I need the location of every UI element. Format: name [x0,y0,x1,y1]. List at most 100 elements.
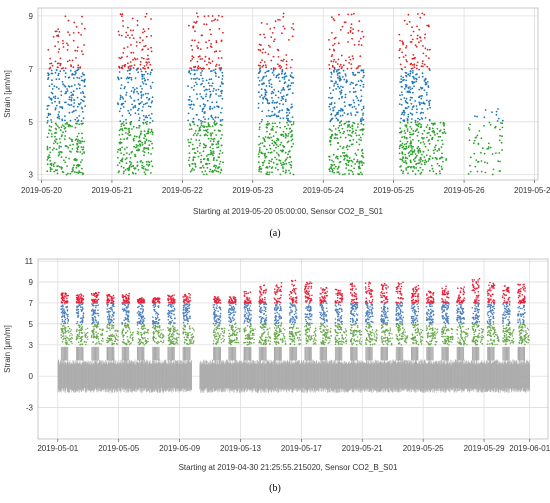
data-point [403,114,405,116]
data-point [57,114,59,116]
data-point [267,100,269,102]
data-point [361,123,363,125]
data-point [212,132,214,134]
data-point [502,120,504,122]
data-point [405,47,407,49]
data-point [414,57,416,59]
data-point [49,68,51,70]
data-point [277,164,279,166]
data-point [135,167,137,169]
data-point [399,40,401,42]
data-point [412,39,414,41]
data-point [220,120,222,122]
data-point [136,144,138,146]
data-point [405,80,407,82]
data-point [196,12,198,14]
data-point [189,157,191,159]
data-point [150,85,152,87]
data-point [192,148,194,150]
data-point [150,47,152,49]
data-point [57,66,59,68]
data-point [288,89,290,91]
data-point [293,29,295,31]
data-point [73,22,75,24]
data-point [272,166,274,168]
data-point [470,157,472,159]
data-point [130,109,132,111]
data-point [290,167,292,169]
data-point [415,120,417,122]
data-point [363,119,365,121]
data-point [415,156,417,158]
data-point [191,169,193,171]
data-point [201,83,203,85]
data-point [345,75,347,77]
data-point [118,57,120,59]
data-point [56,86,58,88]
data-point [411,118,413,120]
data-point [291,146,293,148]
data-point [415,130,417,132]
data-point [334,83,336,85]
data-point [413,133,415,135]
data-point [67,319,69,321]
data-point [59,70,61,72]
data-point [426,25,428,27]
data-point [262,162,264,164]
data-point [190,142,192,144]
data-point [354,44,356,46]
data-point [130,44,132,46]
data-point [343,64,345,66]
data-point [265,167,267,169]
data-point [69,137,71,139]
data-point [62,308,64,310]
data-point [58,127,60,129]
data-point [191,39,193,41]
data-point [352,82,354,84]
data-point [120,138,122,140]
data-point [423,53,425,55]
data-point [357,149,359,151]
data-point [198,119,200,121]
data-point [353,168,355,170]
data-point [352,74,354,76]
data-point [75,57,77,59]
data-point [433,152,435,154]
data-point [347,160,349,162]
data-point [473,142,475,144]
data-point [355,84,357,86]
data-point [221,72,223,74]
data-point [143,137,145,139]
data-point [82,72,84,74]
data-point [268,115,270,117]
data-point [67,330,69,332]
data-point [405,167,407,169]
data-point [140,131,142,133]
data-point [490,124,492,126]
data-point [285,152,287,154]
data-point [420,142,422,144]
data-point [259,129,261,131]
data-point [351,160,353,162]
data-point [130,134,132,136]
data-point [272,122,274,124]
data-point [275,142,277,144]
data-point [70,331,71,332]
data-point [414,81,416,83]
data-point [399,57,401,59]
data-point [119,120,121,122]
data-point [352,55,354,57]
data-point [271,115,273,117]
data-point [347,114,349,116]
data-point [352,128,354,130]
data-point [139,144,141,146]
data-point [291,72,293,74]
data-point [348,134,350,136]
data-point [343,70,345,72]
data-point [407,87,409,89]
data-point [489,122,491,124]
data-point [137,109,139,111]
data-point [84,80,86,82]
data-point [421,102,423,104]
data-point [349,105,351,107]
